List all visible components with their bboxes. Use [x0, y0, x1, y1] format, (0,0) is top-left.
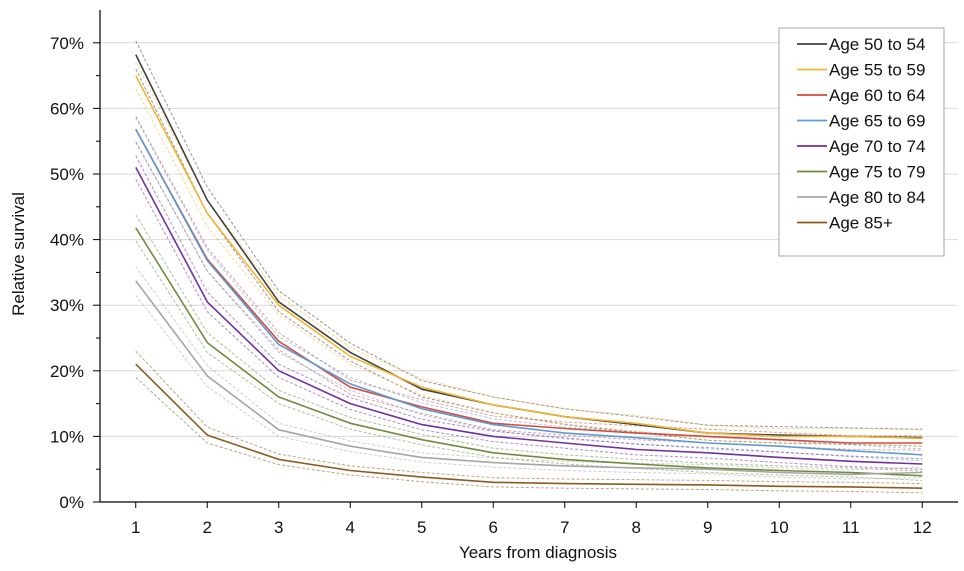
legend-label: Age 85+	[829, 214, 893, 233]
y-tick-label: 30%	[50, 296, 84, 315]
x-axis-title: Years from diagnosis	[459, 543, 617, 562]
confidence-interval-lines	[135, 40, 923, 494]
series-line	[135, 129, 923, 456]
series-line	[135, 129, 923, 444]
series-line	[135, 167, 923, 465]
series-line	[135, 280, 923, 476]
x-tick-label: 6	[489, 518, 498, 537]
y-tick-label: 70%	[50, 34, 84, 53]
y-tick-label: 50%	[50, 165, 84, 184]
legend-label: Age 55 to 59	[829, 61, 925, 80]
x-axis-ticks: 1 2 3 4 5 6 7 8 9 10 11 12	[131, 502, 932, 537]
legend-label: Age 60 to 64	[829, 86, 925, 105]
series-lines	[135, 54, 923, 489]
ci-lower-line	[135, 178, 923, 470]
legend-box	[778, 27, 945, 257]
y-tick-label: 0%	[59, 493, 84, 512]
ci-upper-line	[135, 350, 923, 485]
y-axis-ticks: 0% 10% 20% 30% 40% 50% 60% 70%	[50, 34, 100, 512]
y-tick-label: 60%	[50, 99, 84, 118]
legend-label: Age 50 to 54	[829, 35, 925, 54]
series-line	[135, 75, 923, 440]
x-tick-label: 8	[632, 518, 641, 537]
legend-label: Age 75 to 79	[829, 163, 925, 182]
x-tick-label: 5	[417, 518, 426, 537]
x-tick-label: 9	[703, 518, 712, 537]
x-tick-label: 11	[842, 518, 860, 537]
legend-label: Age 70 to 74	[829, 137, 925, 156]
ci-lower-line	[135, 295, 923, 480]
ci-upper-line	[135, 62, 923, 431]
legend-label: Age 65 to 69	[829, 112, 925, 131]
series-line	[135, 227, 923, 477]
ci-upper-line	[135, 266, 923, 471]
x-tick-label: 2	[203, 518, 212, 537]
ci-lower-line	[135, 240, 923, 481]
ci-lower-line	[135, 142, 923, 451]
y-tick-label: 20%	[50, 362, 84, 381]
y-tick-label: 10%	[50, 427, 84, 446]
ci-lower-line	[135, 88, 923, 447]
x-tick-label: 7	[560, 518, 569, 537]
y-axis-title: Relative survival	[9, 192, 28, 316]
ci-upper-line	[135, 155, 923, 460]
legend: Age 50 to 54 Age 55 to 59 Age 60 to 64 Age …	[778, 27, 945, 257]
y-tick-label: 40%	[50, 231, 84, 250]
ci-upper-line	[135, 214, 923, 472]
x-tick-label: 1	[131, 518, 140, 537]
x-tick-label: 3	[274, 518, 283, 537]
ci-upper-line	[135, 117, 923, 450]
ci-lower-line	[135, 377, 923, 494]
axes	[99, 10, 958, 503]
legend-label: Age 80 to 84	[829, 188, 925, 207]
x-tick-label: 4	[346, 518, 355, 537]
x-tick-label: 10	[770, 518, 789, 537]
series-line	[135, 363, 923, 489]
ci-upper-line	[135, 116, 923, 437]
x-tick-label: 12	[913, 518, 932, 537]
